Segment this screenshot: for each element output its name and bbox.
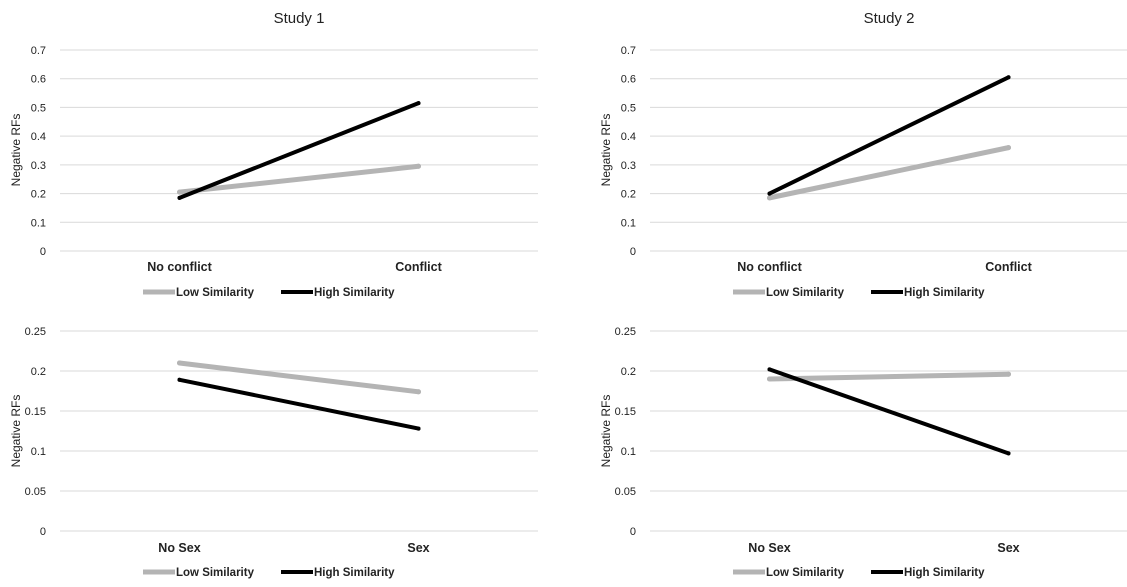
x-category-label-no-sex: No Sex: [748, 541, 790, 555]
series-line-low-similarity: [767, 145, 1011, 201]
series-line-high-similarity: [177, 377, 421, 431]
data-point-high-similarity: [177, 377, 182, 382]
y-tick-label: 0.3: [621, 160, 636, 172]
data-point-high-similarity: [767, 367, 772, 372]
y-tick-label: 0.25: [615, 326, 636, 338]
data-point-low-similarity: [416, 163, 421, 169]
y-tick-label: 0.4: [31, 131, 46, 143]
y-tick-label: 0.1: [621, 217, 636, 229]
y-axis-label: Negative RFs: [599, 114, 613, 187]
legend-label-low-similarity: Low Similarity: [176, 287, 255, 299]
data-point-low-similarity: [1006, 145, 1011, 151]
y-tick-label: 0.7: [31, 45, 46, 57]
chart-panel-study-2-conflict: Study 2 0 0.1 0.2 0.3 0.4 0.5 0.6 0.7 Negative RF…: [590, 0, 1127, 299]
y-tick-label: 0.1: [31, 446, 46, 458]
chart-panel-study-1-sex: 0 0.05 0.1 0.15 0.2 0.25 Negative RFs No Sex Sex…: [0, 294, 563, 587]
x-category-label-sex: Sex: [997, 541, 1019, 555]
y-axis-label: Negative RFs: [9, 114, 23, 187]
chart-title: Study 2: [864, 10, 915, 27]
series-line-high-similarity: [177, 101, 421, 200]
data-point-low-similarity: [177, 189, 182, 195]
legend-label-high-similarity: High Similarity: [904, 287, 985, 299]
data-point-low-similarity: [767, 376, 772, 382]
y-tick-label: 0.7: [621, 45, 636, 57]
y-tick-label: 0.2: [31, 189, 46, 201]
legend-label-low-similarity: Low Similarity: [766, 287, 845, 299]
x-category-label-no-sex: No Sex: [158, 541, 200, 555]
y-axis-label: Negative RFs: [599, 395, 613, 468]
y-tick-label: 0.2: [621, 189, 636, 201]
data-point-low-similarity: [416, 389, 421, 395]
y-tick-label: 0.5: [621, 102, 636, 114]
y-tick-label: 0.6: [31, 74, 46, 86]
chart-svg: 0 0.05 0.1 0.15 0.2 0.25 Negative RFs No Sex Sex…: [9, 326, 538, 579]
y-tick-label: 0.25: [25, 326, 46, 338]
y-tick-label: 0.1: [621, 446, 636, 458]
data-point-high-similarity: [1006, 75, 1011, 80]
chart-title: Study 1: [274, 10, 325, 27]
x-category-label-conflict: Conflict: [395, 260, 442, 274]
y-tick-label: 0.05: [615, 486, 636, 498]
data-point-low-similarity: [177, 360, 182, 366]
y-tick-label: 0.15: [615, 406, 636, 418]
series-line-low-similarity: [177, 163, 421, 195]
chart-svg: 0 0.05 0.1 0.15 0.2 0.25 Negative RFs No Sex Sex…: [599, 326, 1127, 579]
y-axis-label: Negative RFs: [9, 395, 23, 468]
x-category-label-no-conflict: No conflict: [737, 260, 802, 274]
y-tick-label: 0.6: [621, 74, 636, 86]
x-category-label-sex: Sex: [407, 541, 429, 555]
y-tick-label: 0.1: [31, 217, 46, 229]
data-point-low-similarity: [767, 195, 772, 201]
y-tick-label: 0: [630, 526, 636, 538]
legend-label-low-similarity: Low Similarity: [176, 567, 255, 579]
y-tick-label: 0.2: [31, 366, 46, 378]
chart-svg: Study 1 0 0.1 0.2 0.3 0.4 0.5 0.6 0.7 Negative RF…: [9, 10, 538, 299]
y-tick-label: 0.15: [25, 406, 46, 418]
legend-label-high-similarity: High Similarity: [904, 567, 985, 579]
legend-label-high-similarity: High Similarity: [314, 287, 395, 299]
data-point-high-similarity: [1006, 451, 1011, 456]
data-point-low-similarity: [1006, 371, 1011, 377]
data-point-high-similarity: [177, 195, 182, 200]
y-tick-label: 0.5: [31, 102, 46, 114]
series-line-low-similarity: [177, 360, 421, 395]
y-tick-label: 0: [40, 526, 46, 538]
y-tick-label: 0.4: [621, 131, 636, 143]
series-line-high-similarity: [767, 367, 1011, 456]
series-line-low-similarity: [767, 371, 1011, 382]
x-category-label-no-conflict: No conflict: [147, 260, 212, 274]
y-tick-label: 0.3: [31, 160, 46, 172]
chart-panel-study-2-sex: 0 0.05 0.1 0.15 0.2 0.25 Negative RFs No Sex Sex…: [590, 294, 1127, 587]
legend-label-low-similarity: Low Similarity: [766, 567, 845, 579]
y-tick-label: 0: [630, 246, 636, 258]
legend-label-high-similarity: High Similarity: [314, 567, 395, 579]
y-tick-label: 0.2: [621, 366, 636, 378]
chart-svg: Study 2 0 0.1 0.2 0.3 0.4 0.5 0.6 0.7 Negative RF…: [599, 10, 1127, 299]
data-point-high-similarity: [416, 426, 421, 431]
y-tick-label: 0.05: [25, 486, 46, 498]
y-tick-label: 0: [40, 246, 46, 258]
chart-panel-study-1-conflict: Study 1 0 0.1 0.2 0.3 0.4 0.5 0.6 0.7 Negative RF…: [0, 0, 563, 299]
data-point-high-similarity: [416, 101, 421, 106]
x-category-label-conflict: Conflict: [985, 260, 1032, 274]
data-point-high-similarity: [767, 191, 772, 196]
series-line-high-similarity: [767, 75, 1011, 196]
